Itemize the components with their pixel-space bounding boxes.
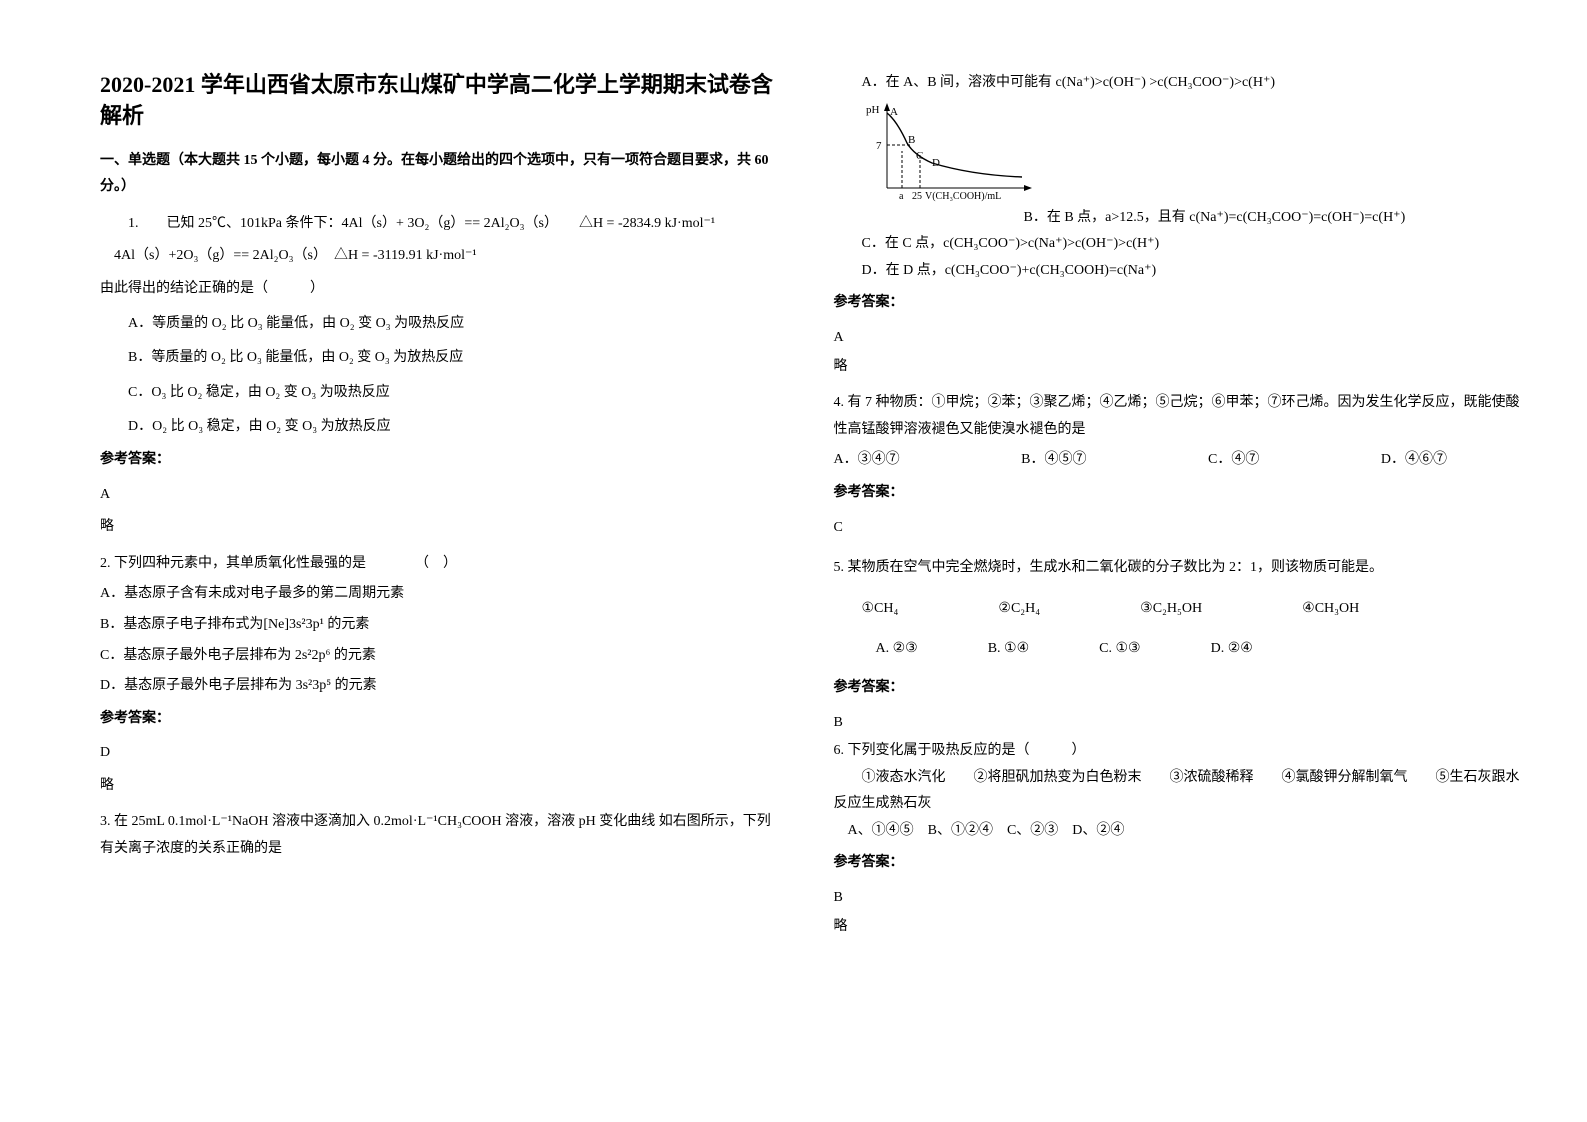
q5-option-c: C. ①③ bbox=[1099, 636, 1140, 663]
question-3-continued: A．在 A、B 间，溶液中可能有 c(Na⁺)>c(OH⁻) >c(CH₃COO… bbox=[834, 70, 1528, 380]
q6-answer-label: 参考答案： bbox=[834, 850, 1528, 877]
q5-options: A. ②③ B. ①④ C. ①③ D. ②④ bbox=[834, 636, 1528, 663]
q3-option-c: C．在 C 点，c(CH₃COO⁻)>c(Na⁺)>c(OH⁻)>c(H⁺) bbox=[834, 231, 1528, 258]
question-1: 1. 已知 25℃、101kPa 条件下：4Al（s）+ 3O₂（g）== 2A… bbox=[100, 211, 774, 541]
q1-stem-line2: 4Al（s）+2O₃（g）== 2Al₂O₃（s） △H = -3119.91 … bbox=[100, 243, 774, 270]
q3-answer-label: 参考答案： bbox=[834, 290, 1528, 317]
q5-sub2: ②C₂H₄ bbox=[998, 596, 1040, 623]
q3-stem: 3. 在 25mL 0.1mol·L⁻¹NaOH 溶液中逐滴加入 0.2mol·… bbox=[100, 809, 774, 862]
chart-point-A: A bbox=[890, 106, 898, 118]
q2-stem: 2. 下列四种元素中，其单质氧化性最强的是 （ ） bbox=[100, 551, 774, 578]
left-column: 2020-2021 学年山西省太原市东山煤矿中学高二化学上学期期末试卷含解析 一… bbox=[100, 70, 814, 1082]
exam-title: 2020-2021 学年山西省太原市东山煤矿中学高二化学上学期期末试卷含解析 bbox=[100, 70, 774, 132]
q1-option-b: B．等质量的 O₂ 比 O₃ 能量低，由 O₂ 变 O₃ 为放热反应 bbox=[100, 345, 774, 372]
q6-skip: 略 bbox=[834, 914, 1528, 941]
q4-option-a: A．③④⑦ bbox=[834, 447, 900, 474]
q3-option-d: D．在 D 点，c(CH₃COO⁻)+c(CH₃COOH)=c(Na⁺) bbox=[834, 258, 1528, 285]
q2-answer-label: 参考答案： bbox=[100, 706, 774, 733]
q6-line1: ①液态水汽化 ②将胆矾加热变为白色粉末 ③浓硫酸稀释 ④氯酸钾分解制氧气 ⑤生石… bbox=[834, 765, 1528, 818]
question-2: 2. 下列四种元素中，其单质氧化性最强的是 （ ） A．基态原子含有未成对电子最… bbox=[100, 551, 774, 800]
q4-options: A．③④⑦ B．④⑤⑦ C．④⑦ D．④⑥⑦ bbox=[834, 447, 1528, 474]
chart-xtick-a: a bbox=[899, 191, 904, 202]
chart-point-C: C bbox=[916, 150, 923, 162]
q4-option-d: D．④⑥⑦ bbox=[1381, 447, 1447, 474]
q2-option-b: B．基态原子电子排布式为[Ne]3s²3p¹ 的元素 bbox=[100, 612, 774, 639]
chart-point-B: B bbox=[908, 134, 915, 146]
chart-xtick-25: 25 bbox=[912, 191, 922, 202]
q4-stem: 4. 有 7 种物质：①甲烷；②苯；③聚乙烯；④乙烯；⑤己烷；⑥甲苯；⑦环己烯。… bbox=[834, 390, 1528, 443]
q3-answer: A bbox=[834, 325, 1528, 352]
q5-sub4: ④CH₃OH bbox=[1302, 596, 1359, 623]
q4-answer-label: 参考答案： bbox=[834, 480, 1528, 507]
q5-answer: B bbox=[834, 710, 1528, 737]
ph-curve-svg: 7 a 25 A B C D pH V(CH₃COOH)/mL bbox=[862, 103, 1042, 203]
question-4: 4. 有 7 种物质：①甲烷；②苯；③聚乙烯；④乙烯；⑤己烷；⑥甲苯；⑦环己烯。… bbox=[834, 390, 1528, 541]
q5-subitems: ①CH₄ ②C₂H₄ ③C₂H₅OH ④CH₃OH bbox=[834, 596, 1528, 623]
q1-option-c: C．O₃ 比 O₂ 稳定，由 O₂ 变 O₃ 为吸热反应 bbox=[100, 380, 774, 407]
q2-answer: D bbox=[100, 740, 774, 767]
q1-stem-line3: 由此得出的结论正确的是（ ） bbox=[100, 276, 774, 303]
q1-stem-line1: 1. 已知 25℃、101kPa 条件下：4Al（s）+ 3O₂（g）== 2A… bbox=[100, 211, 774, 238]
q1-answer-label: 参考答案： bbox=[100, 447, 774, 474]
q2-option-c: C．基态原子最外电子层排布为 2s²2p⁶ 的元素 bbox=[100, 643, 774, 670]
ph-curve-chart: 7 a 25 A B C D pH V(CH₃COOH)/mL bbox=[862, 103, 1042, 203]
q6-stem: 6. 下列变化属于吸热反应的是（ ） bbox=[834, 738, 1528, 765]
q2-option-a: A．基态原子含有未成对电子最多的第二周期元素 bbox=[100, 581, 774, 608]
q2-option-d: D．基态原子最外电子层排布为 3s²3p⁵ 的元素 bbox=[100, 673, 774, 700]
q1-answer: A bbox=[100, 482, 774, 509]
q1-option-d: D．O₂ 比 O₃ 稳定，由 O₂ 变 O₃ 为放热反应 bbox=[100, 414, 774, 441]
q4-answer: C bbox=[834, 515, 1528, 542]
section-header: 一、单选题（本大题共 15 个小题，每小题 4 分。在每小题给出的四个选项中，只… bbox=[100, 148, 774, 201]
question-5: 5. 某物质在空气中完全燃烧时，生成水和二氧化碳的分子数比为 2：1，则该物质可… bbox=[834, 555, 1528, 736]
chart-ylabel: pH bbox=[866, 104, 880, 116]
q5-answer-label: 参考答案： bbox=[834, 675, 1528, 702]
chart-point-D: D bbox=[932, 157, 940, 169]
q5-sub1: ①CH₄ bbox=[862, 596, 899, 623]
q5-stem: 5. 某物质在空气中完全燃烧时，生成水和二氧化碳的分子数比为 2：1，则该物质可… bbox=[834, 555, 1528, 582]
q3-option-b: B．在 B 点，a>12.5，且有 c(Na⁺)=c(CH₃COO⁻)=c(OH… bbox=[1024, 205, 1406, 232]
q2-skip: 略 bbox=[100, 773, 774, 800]
chart-xlabel: V(CH₃COOH)/mL bbox=[925, 191, 1001, 202]
question-6: 6. 下列变化属于吸热反应的是（ ） ①液态水汽化 ②将胆矾加热变为白色粉末 ③… bbox=[834, 738, 1528, 940]
q5-option-b: B. ①④ bbox=[988, 636, 1029, 663]
q3-option-a: A．在 A、B 间，溶液中可能有 c(Na⁺)>c(OH⁻) >c(CH₃COO… bbox=[834, 70, 1528, 97]
q3-skip: 略 bbox=[834, 354, 1528, 381]
q1-option-a: A．等质量的 O₂ 比 O₃ 能量低，由 O₂ 变 O₃ 为吸热反应 bbox=[100, 311, 774, 338]
chart-ytick-7: 7 bbox=[876, 140, 882, 152]
question-3-stem: 3. 在 25mL 0.1mol·L⁻¹NaOH 溶液中逐滴加入 0.2mol·… bbox=[100, 809, 774, 862]
q1-skip: 略 bbox=[100, 514, 774, 541]
q4-option-b: B．④⑤⑦ bbox=[1021, 447, 1086, 474]
q6-answer: B bbox=[834, 885, 1528, 912]
q6-options: A、①④⑤ B、①②④ C、②③ D、②④ bbox=[834, 818, 1528, 845]
q5-option-d: D. ②④ bbox=[1211, 636, 1253, 663]
q5-sub3: ③C₂H₅OH bbox=[1140, 596, 1202, 623]
right-column: A．在 A、B 间，溶液中可能有 c(Na⁺)>c(OH⁻) >c(CH₃COO… bbox=[814, 70, 1528, 1082]
q4-option-c: C．④⑦ bbox=[1208, 447, 1259, 474]
q5-option-a: A. ②③ bbox=[876, 636, 918, 663]
